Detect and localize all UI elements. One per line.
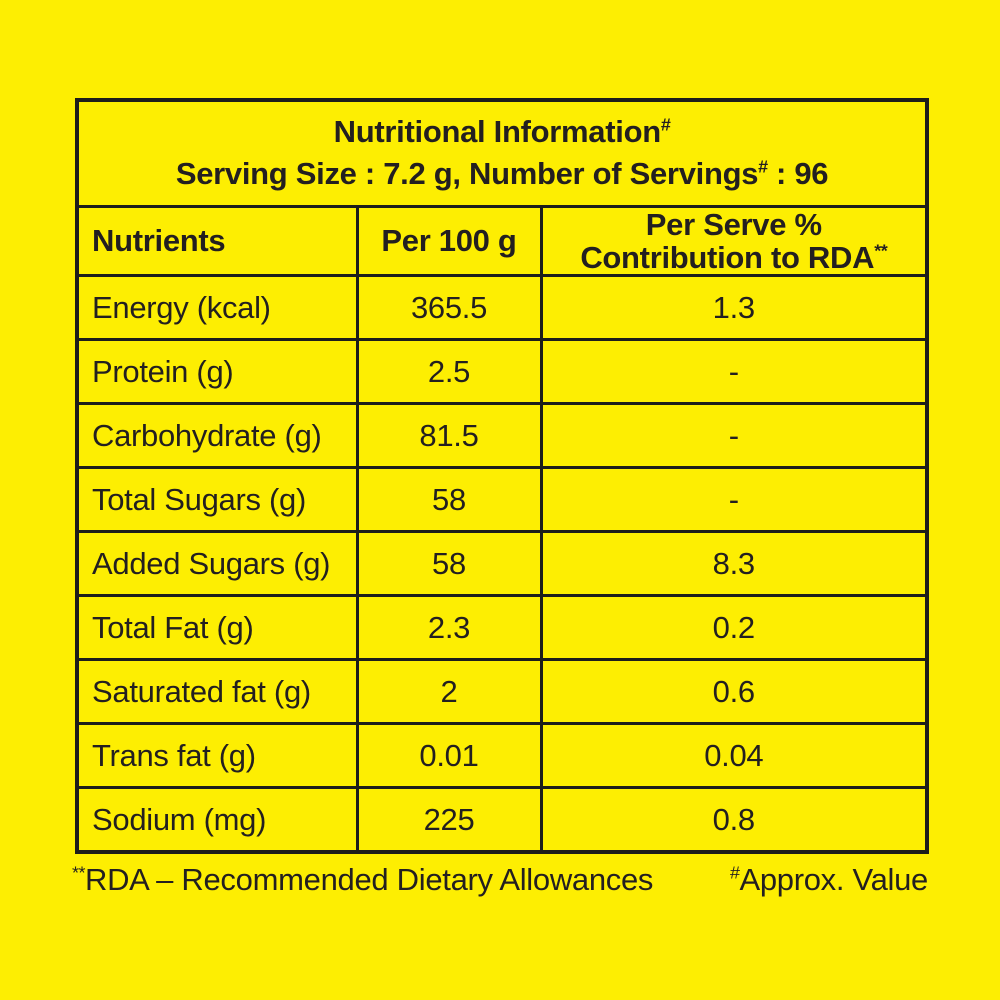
table-row: Energy (kcal) 365.5 1.3 <box>75 274 929 342</box>
per-100g-value: 81.5 <box>355 402 543 470</box>
rda-percent-value: 0.04 <box>539 722 929 790</box>
title-row: Nutritional Information# Serving Size : … <box>75 98 929 208</box>
per-100g-value: 58 <box>355 530 543 598</box>
table-row: Sodium (mg) 225 0.8 <box>75 786 929 854</box>
table-row: Carbohydrate (g) 81.5 - <box>75 402 929 470</box>
nutrient-name: Total Fat (g) <box>75 594 359 662</box>
rda-percent-value: 0.2 <box>539 594 929 662</box>
rda-header-text: Contribution to RDA <box>580 239 875 275</box>
nutrient-name: Total Sugars (g) <box>75 466 359 534</box>
serving-line: Serving Size : 7.2 g, Number of Servings… <box>79 153 925 195</box>
title-text: Nutritional Information <box>333 114 661 150</box>
rda-percent-value: - <box>539 402 929 470</box>
rda-percent-value: - <box>539 338 929 406</box>
per-100g-value: 2.3 <box>355 594 543 662</box>
rda-header-line2: Contribution to RDA** <box>543 241 926 274</box>
rda-footnote-mark: ** <box>72 862 86 883</box>
rda-footnote-mark: ** <box>874 240 888 261</box>
title-line: Nutritional Information# <box>79 111 925 153</box>
column-header-per-100g: Per 100 g <box>355 204 543 278</box>
approx-footnote-text: Approx. Value <box>739 862 928 897</box>
per-100g-value: 2 <box>355 658 543 726</box>
nutrient-name: Carbohydrate (g) <box>75 402 359 470</box>
column-header-row: Nutrients Per 100 g Per Serve % Contribu… <box>75 204 929 278</box>
nutrition-table: Nutritional Information# Serving Size : … <box>75 98 930 854</box>
rda-percent-value: 0.6 <box>539 658 929 726</box>
nutrient-name: Energy (kcal) <box>75 274 359 342</box>
footnotes: **RDA – Recommended Dietary Allowances #… <box>72 862 928 898</box>
per-100g-value: 58 <box>355 466 543 534</box>
column-header-rda: Per Serve % Contribution to RDA** <box>539 204 929 278</box>
serving-count: : 96 <box>767 156 829 192</box>
nutrient-name: Protein (g) <box>75 338 359 406</box>
rda-footnote: **RDA – Recommended Dietary Allowances <box>72 862 653 898</box>
approx-footnote-mark: # <box>729 862 740 883</box>
table-row: Total Sugars (g) 58 - <box>75 466 929 534</box>
table-row: Added Sugars (g) 58 8.3 <box>75 530 929 598</box>
approx-footnote: #Approx. Value <box>730 862 928 898</box>
nutrient-name: Trans fat (g) <box>75 722 359 790</box>
per-100g-value: 2.5 <box>355 338 543 406</box>
nutrient-name: Sodium (mg) <box>75 786 359 854</box>
per-100g-value: 0.01 <box>355 722 543 790</box>
rda-header-line1: Per Serve % <box>645 206 822 242</box>
rda-footnote-text: RDA – Recommended Dietary Allowances <box>85 862 654 897</box>
table-row: Total Fat (g) 2.3 0.2 <box>75 594 929 662</box>
table-row: Protein (g) 2.5 - <box>75 338 929 406</box>
rda-percent-value: 1.3 <box>539 274 929 342</box>
serving-text: Serving Size : 7.2 g, Number of Servings <box>175 156 759 192</box>
per-100g-value: 365.5 <box>355 274 543 342</box>
table-title: Nutritional Information# Serving Size : … <box>75 98 929 208</box>
column-header-nutrients: Nutrients <box>75 204 359 278</box>
nutrient-name: Saturated fat (g) <box>75 658 359 726</box>
title-footnote-mark: # <box>660 115 671 136</box>
rda-percent-value: 0.8 <box>539 786 929 854</box>
table-row: Saturated fat (g) 2 0.6 <box>75 658 929 726</box>
serving-footnote-mark: # <box>758 156 768 177</box>
rda-percent-value: - <box>539 466 929 534</box>
nutrient-name: Added Sugars (g) <box>75 530 359 598</box>
table-row: Trans fat (g) 0.01 0.04 <box>75 722 929 790</box>
rda-percent-value: 8.3 <box>539 530 929 598</box>
per-100g-value: 225 <box>355 786 543 854</box>
